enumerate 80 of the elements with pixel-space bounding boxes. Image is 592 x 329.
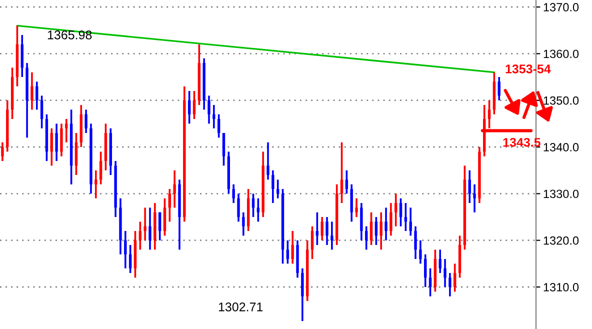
candlestick — [399, 197, 402, 228]
candlestick — [94, 169, 98, 200]
candlestick — [468, 169, 471, 204]
candlestick — [316, 211, 319, 246]
candlestick — [291, 230, 294, 265]
candlestick — [419, 239, 422, 265]
candlestick — [222, 132, 226, 167]
candlestick — [473, 183, 476, 214]
candlestick — [350, 183, 353, 223]
candlestick — [272, 169, 274, 204]
candlestick — [242, 211, 245, 237]
candlestick — [173, 169, 176, 209]
candlestick — [60, 122, 63, 158]
text: 1353-54 — [506, 64, 551, 74]
candlestick — [438, 248, 442, 274]
candlestick — [188, 90, 191, 125]
candlestick — [409, 206, 412, 237]
candlestick — [380, 211, 382, 251]
y-tick-label: 1340.0 — [544, 143, 579, 152]
candlestick — [364, 225, 368, 251]
candlestick — [217, 113, 220, 139]
y-tick-label: 1360.0 — [544, 50, 579, 58]
candlestick — [498, 76, 500, 102]
candlestick — [144, 206, 146, 242]
candlestick — [212, 104, 216, 130]
candlestick — [394, 192, 398, 228]
candlestick — [36, 80, 38, 111]
candlestick — [128, 244, 132, 274]
candlestick — [158, 211, 162, 242]
candlestick — [208, 94, 210, 125]
candlestick — [428, 267, 432, 298]
candlestick — [286, 239, 290, 265]
candlestick — [330, 220, 334, 251]
candlestick — [168, 188, 172, 223]
annotation: 1302.71 — [218, 302, 263, 312]
candlestick — [454, 262, 456, 293]
candlestick — [192, 90, 196, 120]
candlestick — [355, 197, 358, 218]
candlestick — [163, 197, 166, 237]
candlestick — [404, 202, 408, 232]
candlestick — [256, 197, 260, 223]
candlestick — [30, 71, 34, 111]
candlestick — [50, 127, 53, 167]
candlestick — [340, 141, 344, 204]
candlestick — [232, 183, 235, 204]
y-tick-label: 1330.0 — [544, 190, 579, 198]
candlestick — [424, 253, 427, 288]
candlestick — [374, 216, 378, 246]
candlestick — [138, 220, 142, 251]
candlestick — [444, 258, 446, 288]
candlestick — [148, 206, 152, 251]
candlestick — [65, 118, 68, 144]
candlestick — [390, 202, 392, 237]
candlestick — [360, 202, 363, 242]
candlestick — [301, 267, 304, 322]
y-tick-label: 1310.0 — [544, 283, 579, 292]
candlestick — [310, 225, 314, 260]
candlestick — [124, 230, 127, 270]
candlestick — [448, 272, 452, 298]
candlestick — [384, 206, 388, 242]
y-tick-label: 1320.0 — [544, 236, 579, 245]
candlestick — [237, 192, 240, 223]
y-tick-label: 1370.0 — [544, 3, 579, 12]
candlestick — [276, 178, 280, 200]
candlestick — [55, 122, 58, 162]
candlestick — [1, 141, 4, 162]
candlestick — [326, 216, 328, 246]
candlestick — [414, 225, 417, 260]
candlestick — [84, 108, 88, 134]
candlestick — [345, 169, 348, 195]
ref-line-label: 1343.5 — [503, 138, 540, 147]
candlestick — [99, 150, 102, 186]
y-tick-label: 1350.0 — [544, 96, 579, 105]
candlestick — [20, 34, 24, 78]
candlestick — [320, 216, 324, 242]
candlestick — [370, 211, 373, 246]
candlestick — [74, 132, 78, 176]
candlestick — [266, 141, 270, 181]
candlestick — [40, 94, 44, 130]
annotation: 1365.98 — [48, 30, 92, 40]
